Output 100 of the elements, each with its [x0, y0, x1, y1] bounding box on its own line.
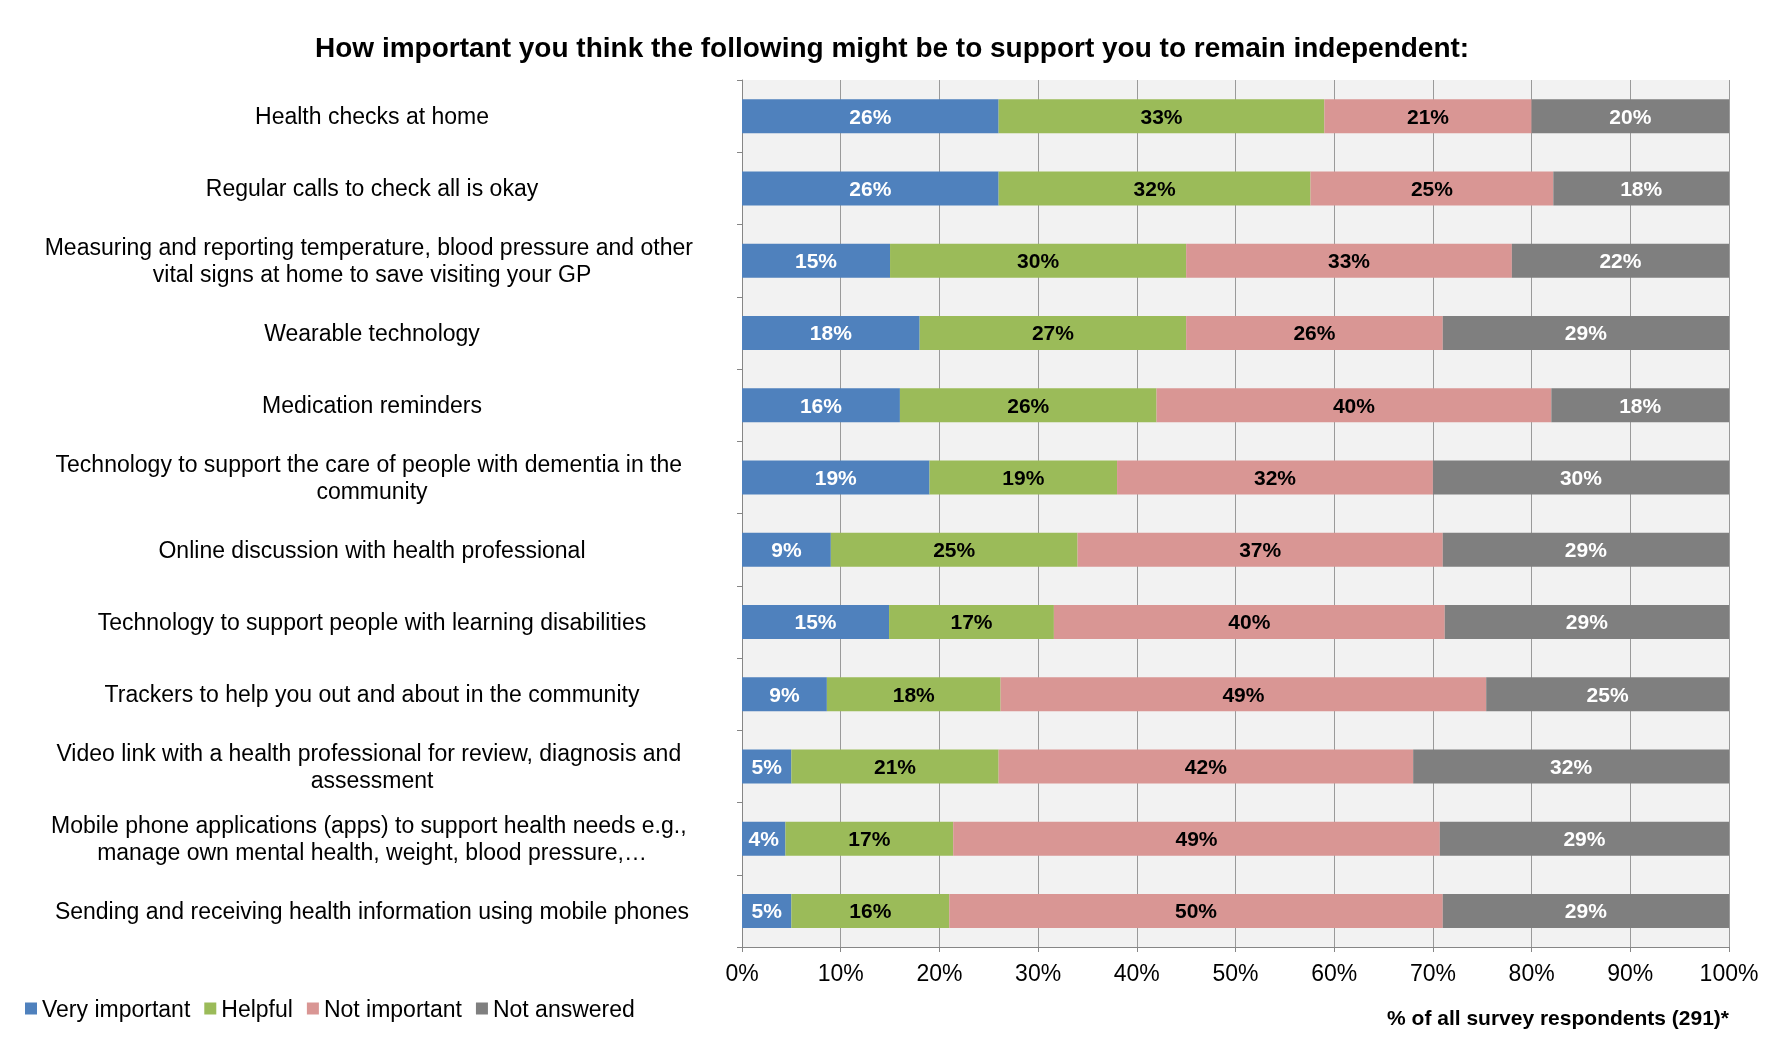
bar — [830, 532, 1078, 567]
bar — [742, 388, 900, 423]
data-label: 40% — [1332, 393, 1376, 417]
bar — [998, 749, 1414, 784]
bar — [1439, 821, 1729, 856]
bar — [1000, 677, 1487, 712]
data-label: 17% — [950, 610, 993, 634]
data-label: 21% — [873, 754, 917, 778]
y-tick-label: Online discussion with health professional — [158, 536, 586, 563]
data-label: 37% — [1239, 538, 1282, 562]
y-tick-label: Technology to support the care of people with dementia in the community — [55, 450, 689, 504]
data-label: 19% — [1002, 465, 1045, 489]
data-label: 25% — [933, 538, 976, 562]
bar — [953, 821, 1440, 856]
y-tick-label: Video link with a health professional for review, diagnosis and assessment — [56, 739, 688, 793]
bar — [1156, 388, 1552, 423]
bar — [1511, 243, 1729, 278]
y-tick-label: Sending and receiving health information using mobile phones — [54, 897, 690, 924]
x-axis-title: % of all survey respondents (291)* — [1387, 1006, 1730, 1029]
x-tick-label: 10% — [817, 959, 864, 986]
bar — [791, 749, 999, 784]
y-tick-label: Health checks at home — [255, 103, 489, 130]
y-tick-label: Regular calls to check all is okay — [205, 175, 539, 202]
y-tick-label: Measuring and reporting temperature, blood pressure and other vital signs at home to save visiting your GP — [44, 234, 700, 288]
data-label: 18% — [1620, 176, 1663, 200]
legend-label: Not important — [323, 995, 463, 1022]
data-label: 29% — [1563, 827, 1606, 851]
bar — [742, 243, 891, 278]
bar — [742, 604, 890, 639]
data-label: 32% — [1133, 176, 1176, 200]
data-label: 26% — [849, 176, 892, 200]
data-label: 20% — [1609, 104, 1652, 128]
data-label: 9% — [769, 682, 800, 706]
data-label: 25% — [1410, 176, 1454, 200]
bar — [1432, 460, 1729, 495]
data-label: 32% — [1253, 465, 1297, 489]
data-label: 30% — [1017, 249, 1060, 273]
data-label: 33% — [1140, 104, 1183, 128]
bar — [949, 893, 1443, 928]
bar — [1324, 99, 1532, 134]
bar — [899, 388, 1157, 423]
bar — [1442, 315, 1729, 350]
bar — [1442, 893, 1729, 928]
bar — [742, 677, 827, 712]
data-label: 26% — [1293, 321, 1336, 345]
bar — [1444, 604, 1729, 639]
y-tick-label: Mobile phone applications (apps) to support health needs e.g., manage own mental health, weight, blood pressure,… — [51, 812, 693, 866]
bar — [1077, 532, 1443, 567]
data-label: 22% — [1599, 249, 1642, 273]
data-label: 29% — [1564, 899, 1608, 923]
data-label: 49% — [1175, 827, 1218, 851]
data-label: 9% — [771, 538, 802, 562]
data-label: 32% — [1550, 754, 1593, 778]
legend-label: Very important — [42, 995, 191, 1022]
bar — [889, 604, 1054, 639]
legend-label: Helpful — [221, 995, 293, 1022]
data-label: 17% — [848, 827, 891, 851]
bar — [919, 315, 1187, 350]
x-tick-label: 50% — [1212, 959, 1259, 986]
y-tick-label: Technology to support people with learning disabilities — [97, 608, 647, 635]
legend-label: Not answered — [492, 995, 635, 1022]
data-label: 15% — [795, 249, 838, 273]
data-label: 49% — [1222, 682, 1265, 706]
data-label: 16% — [799, 393, 843, 417]
bar — [742, 532, 831, 567]
data-label: 42% — [1184, 754, 1228, 778]
data-label: 21% — [1406, 104, 1450, 128]
bar — [742, 315, 920, 350]
bar — [1553, 171, 1729, 206]
bar — [785, 821, 954, 856]
bar — [742, 460, 930, 495]
x-tick-label: 80% — [1508, 959, 1555, 986]
bar — [1531, 99, 1729, 134]
x-tick-label: 40% — [1113, 959, 1160, 986]
data-label: 29% — [1564, 538, 1608, 562]
x-tick-label: 30% — [1015, 959, 1062, 986]
chart-title: How important you think the following might be to support you to remain independent: — [315, 31, 1470, 63]
bar — [791, 893, 950, 928]
bar — [1310, 171, 1554, 206]
data-label: 5% — [751, 899, 783, 923]
bar — [998, 99, 1325, 134]
data-label: 18% — [892, 682, 936, 706]
x-tick-label: 70% — [1409, 959, 1456, 986]
bar — [1053, 604, 1445, 639]
x-tick-label: 90% — [1607, 959, 1654, 986]
data-label: 18% — [809, 321, 853, 345]
x-tick-label: 60% — [1311, 959, 1358, 986]
bar — [1486, 677, 1729, 712]
data-label: 50% — [1175, 899, 1218, 923]
x-tick-label: 100% — [1699, 959, 1759, 986]
y-tick-label: Wearable technology — [264, 319, 481, 346]
data-label: 29% — [1565, 610, 1609, 634]
data-label: 26% — [1007, 393, 1050, 417]
x-tick-label: 0% — [725, 959, 759, 986]
bar — [742, 99, 999, 134]
x-tick-label: 20% — [916, 959, 963, 986]
data-label: 27% — [1031, 321, 1075, 345]
y-tick-label: Medication reminders — [262, 392, 482, 419]
data-label: 16% — [849, 899, 892, 923]
bar — [826, 677, 1001, 712]
